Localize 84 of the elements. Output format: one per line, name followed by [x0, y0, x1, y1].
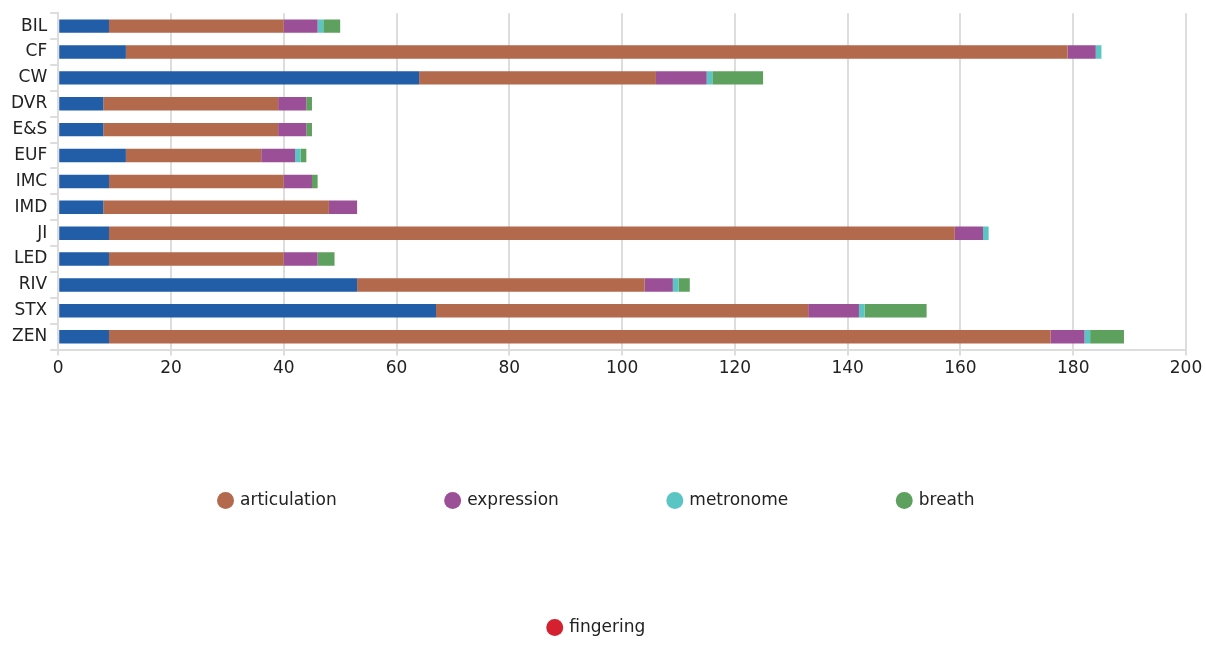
x-tick-label: 0	[52, 357, 64, 378]
y-tick-label: BIL	[21, 14, 48, 35]
bar	[108, 226, 955, 240]
bar	[655, 71, 707, 85]
bar	[678, 278, 690, 292]
x-tick-label: 120	[718, 357, 752, 378]
legend-label: expression	[467, 488, 559, 509]
bar	[311, 174, 318, 189]
bar	[59, 45, 126, 59]
bar	[108, 329, 1051, 344]
bar	[436, 304, 809, 318]
bar	[278, 122, 307, 137]
legend-label: articulation	[240, 488, 337, 509]
bar	[59, 226, 109, 240]
bar	[306, 122, 312, 137]
bar	[59, 304, 437, 318]
bar	[357, 278, 645, 292]
bar	[108, 174, 284, 189]
bar	[125, 45, 1068, 59]
bar	[108, 19, 284, 33]
bar	[306, 97, 312, 111]
x-tick-label: 20	[160, 357, 182, 378]
bar	[59, 122, 104, 137]
y-tick-label: LED	[13, 247, 48, 268]
bar	[59, 252, 109, 266]
y-tick-label: E&S	[12, 118, 48, 139]
x-tick-label: 180	[1057, 357, 1090, 378]
legend-label: fingering	[569, 615, 646, 636]
bar	[672, 278, 679, 292]
bar	[59, 278, 358, 292]
bar	[103, 122, 279, 137]
legend-label: breath	[918, 488, 975, 509]
bar	[712, 71, 764, 85]
bar	[125, 148, 262, 163]
y-tick-label: DVR	[11, 92, 48, 113]
x-tick-label: 160	[944, 357, 977, 378]
bar	[1067, 45, 1096, 59]
bar	[283, 19, 318, 33]
bar	[59, 200, 104, 215]
bar	[858, 304, 865, 318]
bar	[808, 304, 859, 318]
bar	[278, 97, 307, 111]
legend-label: metronome	[689, 488, 789, 509]
bar	[59, 174, 109, 189]
y-tick-label: CF	[25, 40, 48, 61]
bar	[103, 97, 279, 111]
bar	[59, 97, 104, 111]
bar	[283, 174, 312, 189]
y-tick-label: RIV	[18, 273, 48, 294]
bar	[706, 71, 713, 85]
x-tick-label: 200	[1169, 357, 1203, 378]
x-tick-label: 80	[498, 357, 521, 378]
bar	[323, 19, 341, 33]
bar	[1050, 329, 1085, 344]
bar	[317, 19, 324, 33]
bar	[59, 329, 109, 344]
bar	[317, 252, 335, 266]
y-tick-label: STX	[14, 299, 48, 320]
bar	[295, 148, 301, 163]
bar	[328, 200, 358, 215]
bar	[59, 19, 109, 33]
y-tick-label: CW	[18, 66, 48, 87]
y-tick-label: IMD	[14, 195, 48, 216]
bar	[59, 71, 420, 85]
bar	[59, 148, 126, 163]
bar	[103, 200, 329, 215]
bar	[954, 226, 983, 240]
x-tick-label: 60	[385, 357, 408, 378]
y-tick-label: EUF	[14, 143, 48, 164]
bar	[983, 226, 989, 240]
x-tick-label: 100	[605, 357, 639, 378]
y-tick-label: JI	[36, 221, 48, 242]
bar	[283, 252, 318, 266]
bar	[261, 148, 296, 163]
x-tick-label: 140	[831, 357, 864, 378]
bar	[419, 71, 656, 85]
bar	[108, 252, 284, 266]
x-tick-label: 40	[272, 357, 295, 378]
bar	[1095, 45, 1102, 59]
y-tick-label: IMC	[15, 169, 48, 190]
bar	[864, 304, 927, 318]
bar	[1090, 329, 1124, 344]
bar	[644, 278, 673, 292]
y-tick-label: ZEN	[12, 325, 48, 346]
